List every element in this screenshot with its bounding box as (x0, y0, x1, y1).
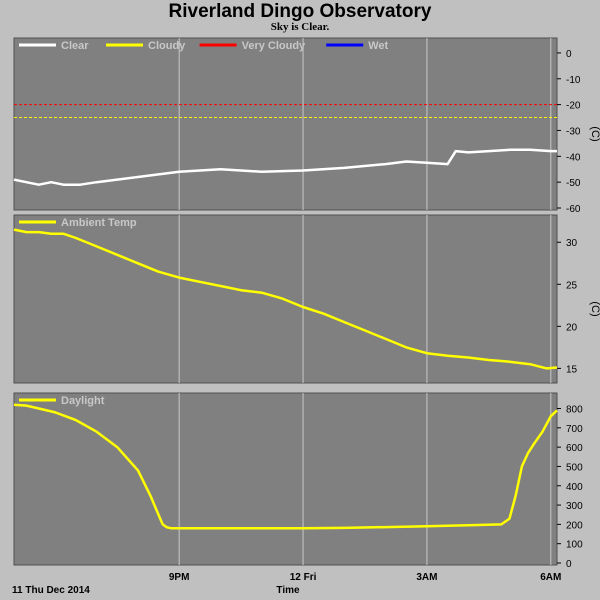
x-tick-label: 9PM (169, 572, 190, 583)
legend-label: Ambient Temp (61, 217, 137, 229)
y-tick-label: 0 (566, 559, 572, 570)
y-tick-label: -10 (566, 75, 581, 86)
chart-panel-2: 30 25 20 15 (C) Ambient Temp (13, 214, 600, 384)
x-axis-label: Time (276, 585, 300, 596)
y-tick-label: -30 (566, 126, 581, 137)
chart-panel-1: 0 -10 -20 -30 -40 -50 -60 (C) Clear Cloudy Very Cl… (13, 37, 600, 215)
unit-label: (C) (589, 301, 600, 316)
legend-label: Wet (368, 40, 388, 52)
legend-label: Cloudy (148, 40, 186, 52)
y-tick-label: 800 (566, 405, 583, 416)
y-tick-label: 200 (566, 520, 583, 531)
y-tick-label: 30 (566, 238, 578, 249)
series-line-daylight (13, 403, 558, 530)
y-tick-label: 100 (566, 540, 583, 551)
y-tick-label: 20 (566, 322, 578, 333)
plot-background (13, 37, 558, 211)
y-tick-label: 0 (566, 49, 572, 60)
series-line-ambient-temp (13, 228, 558, 370)
y-tick-label: 700 (566, 424, 583, 435)
y-tick-label: -20 (566, 101, 581, 112)
page-title: Riverland Dingo Observatory (168, 1, 432, 22)
y-tick-label: 600 (566, 443, 583, 454)
series-line-clear (13, 148, 557, 186)
y-tick-label: 25 (566, 280, 578, 291)
y-tick-label: 300 (566, 501, 583, 512)
legend-label: Clear (61, 40, 89, 52)
y-tick-label: 15 (566, 364, 578, 375)
x-tick-label: 6AM (540, 572, 561, 583)
x-tick-label: 12 Fri (290, 572, 317, 583)
date-label: 11 Thu Dec 2014 (12, 585, 90, 596)
chart-panel-3: 800 700 600 500 400 300 200 100 0 Daylight (13, 392, 583, 570)
y-tick-label: -40 (566, 152, 581, 163)
legend-label: Very Cloudy (242, 40, 306, 52)
y-tick-label: 500 (566, 462, 583, 473)
legend-label: Daylight (61, 395, 105, 407)
y-tick-label: -50 (566, 178, 581, 189)
sky-status: Sky is Clear. (270, 21, 330, 33)
plot-background (13, 392, 558, 566)
unit-label: (C) (589, 126, 600, 141)
y-tick-label: 400 (566, 482, 583, 493)
y-tick-label: -60 (566, 204, 581, 215)
x-tick-label: 3AM (416, 572, 437, 583)
